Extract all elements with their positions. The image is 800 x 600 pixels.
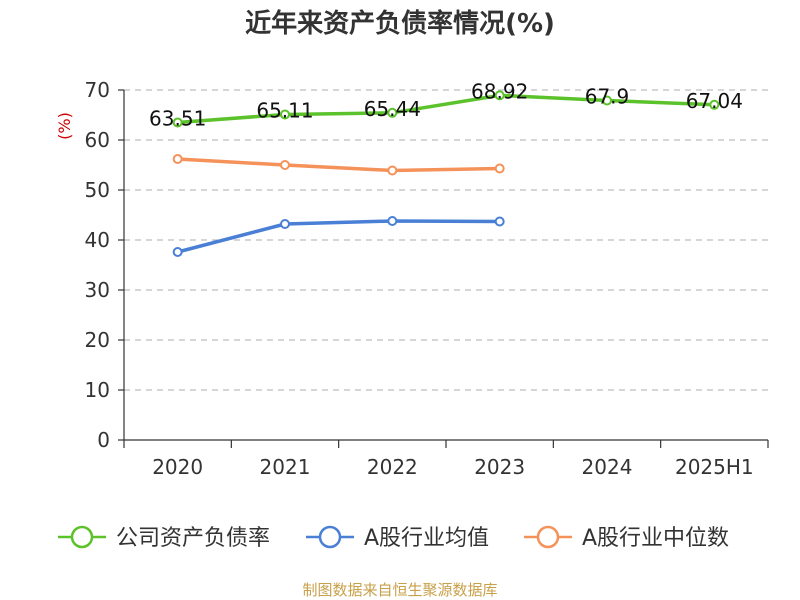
data-point — [172, 247, 183, 257]
data-point — [280, 219, 290, 229]
series-line — [177, 157, 500, 173]
y-tick-label: 40 — [85, 228, 110, 252]
axes: 0 10 20 30 40 50 60 70 2020 2021 2022 2023 2024 2025H… — [85, 78, 769, 479]
data-point — [387, 107, 398, 118]
legend-label: A股行业均值 — [364, 526, 489, 551]
data-label: 63.51 — [149, 106, 206, 130]
y-tick-label: 10 — [85, 378, 110, 402]
data-label: 65.44 — [364, 97, 421, 121]
legend-label: 公司资产负债率 — [116, 526, 270, 551]
data-label: 65.11 — [256, 98, 313, 122]
y-axis-label: (%) — [55, 112, 74, 140]
series-line — [177, 93, 715, 125]
data-label: 67.9 — [585, 85, 630, 109]
x-tick-label: 2024 — [582, 455, 633, 479]
data-point — [602, 95, 612, 106]
x-tick-label: 2021 — [260, 455, 311, 479]
data-point — [387, 165, 398, 176]
y-tick-label: 70 — [85, 78, 110, 102]
source-note: 制图数据来自恒生聚源数据库 — [302, 581, 497, 599]
data-point — [709, 99, 720, 110]
x-tick-label: 2023 — [474, 455, 525, 479]
data-point — [280, 160, 290, 170]
y-tick-label: 0 — [97, 428, 110, 452]
series-line — [177, 219, 500, 254]
data-point — [387, 216, 398, 226]
x-tick-label: 2025H1 — [675, 455, 754, 479]
data-point — [494, 163, 505, 174]
data-point — [172, 154, 183, 164]
data-point — [494, 90, 505, 101]
data-point — [494, 216, 505, 227]
y-tick-label: 50 — [85, 178, 110, 202]
y-tick-label: 20 — [85, 328, 110, 352]
legend-marker — [70, 525, 94, 549]
legend-marker — [318, 525, 342, 549]
x-tick-label: 2020 — [152, 455, 203, 479]
chart-title: 近年来资产负债率情况(%) — [245, 8, 555, 39]
data-label: 67.04 — [686, 89, 743, 113]
legend: 公司资产负债率 A股行业均值 A股行业中位数 — [58, 525, 729, 551]
series-group: 63.51 65.11 65.44 68.92 67.9 67.04 — [149, 79, 743, 257]
x-tick-label: 2022 — [367, 455, 418, 479]
data-point — [172, 117, 183, 128]
legend-label: A股行业中位数 — [582, 526, 729, 551]
data-label: 68.92 — [471, 79, 528, 103]
y-tick-label: 60 — [85, 128, 110, 152]
data-point — [280, 109, 290, 120]
y-tick-label: 30 — [85, 278, 110, 302]
grid-lines — [124, 89, 768, 391]
legend-marker — [536, 525, 560, 549]
